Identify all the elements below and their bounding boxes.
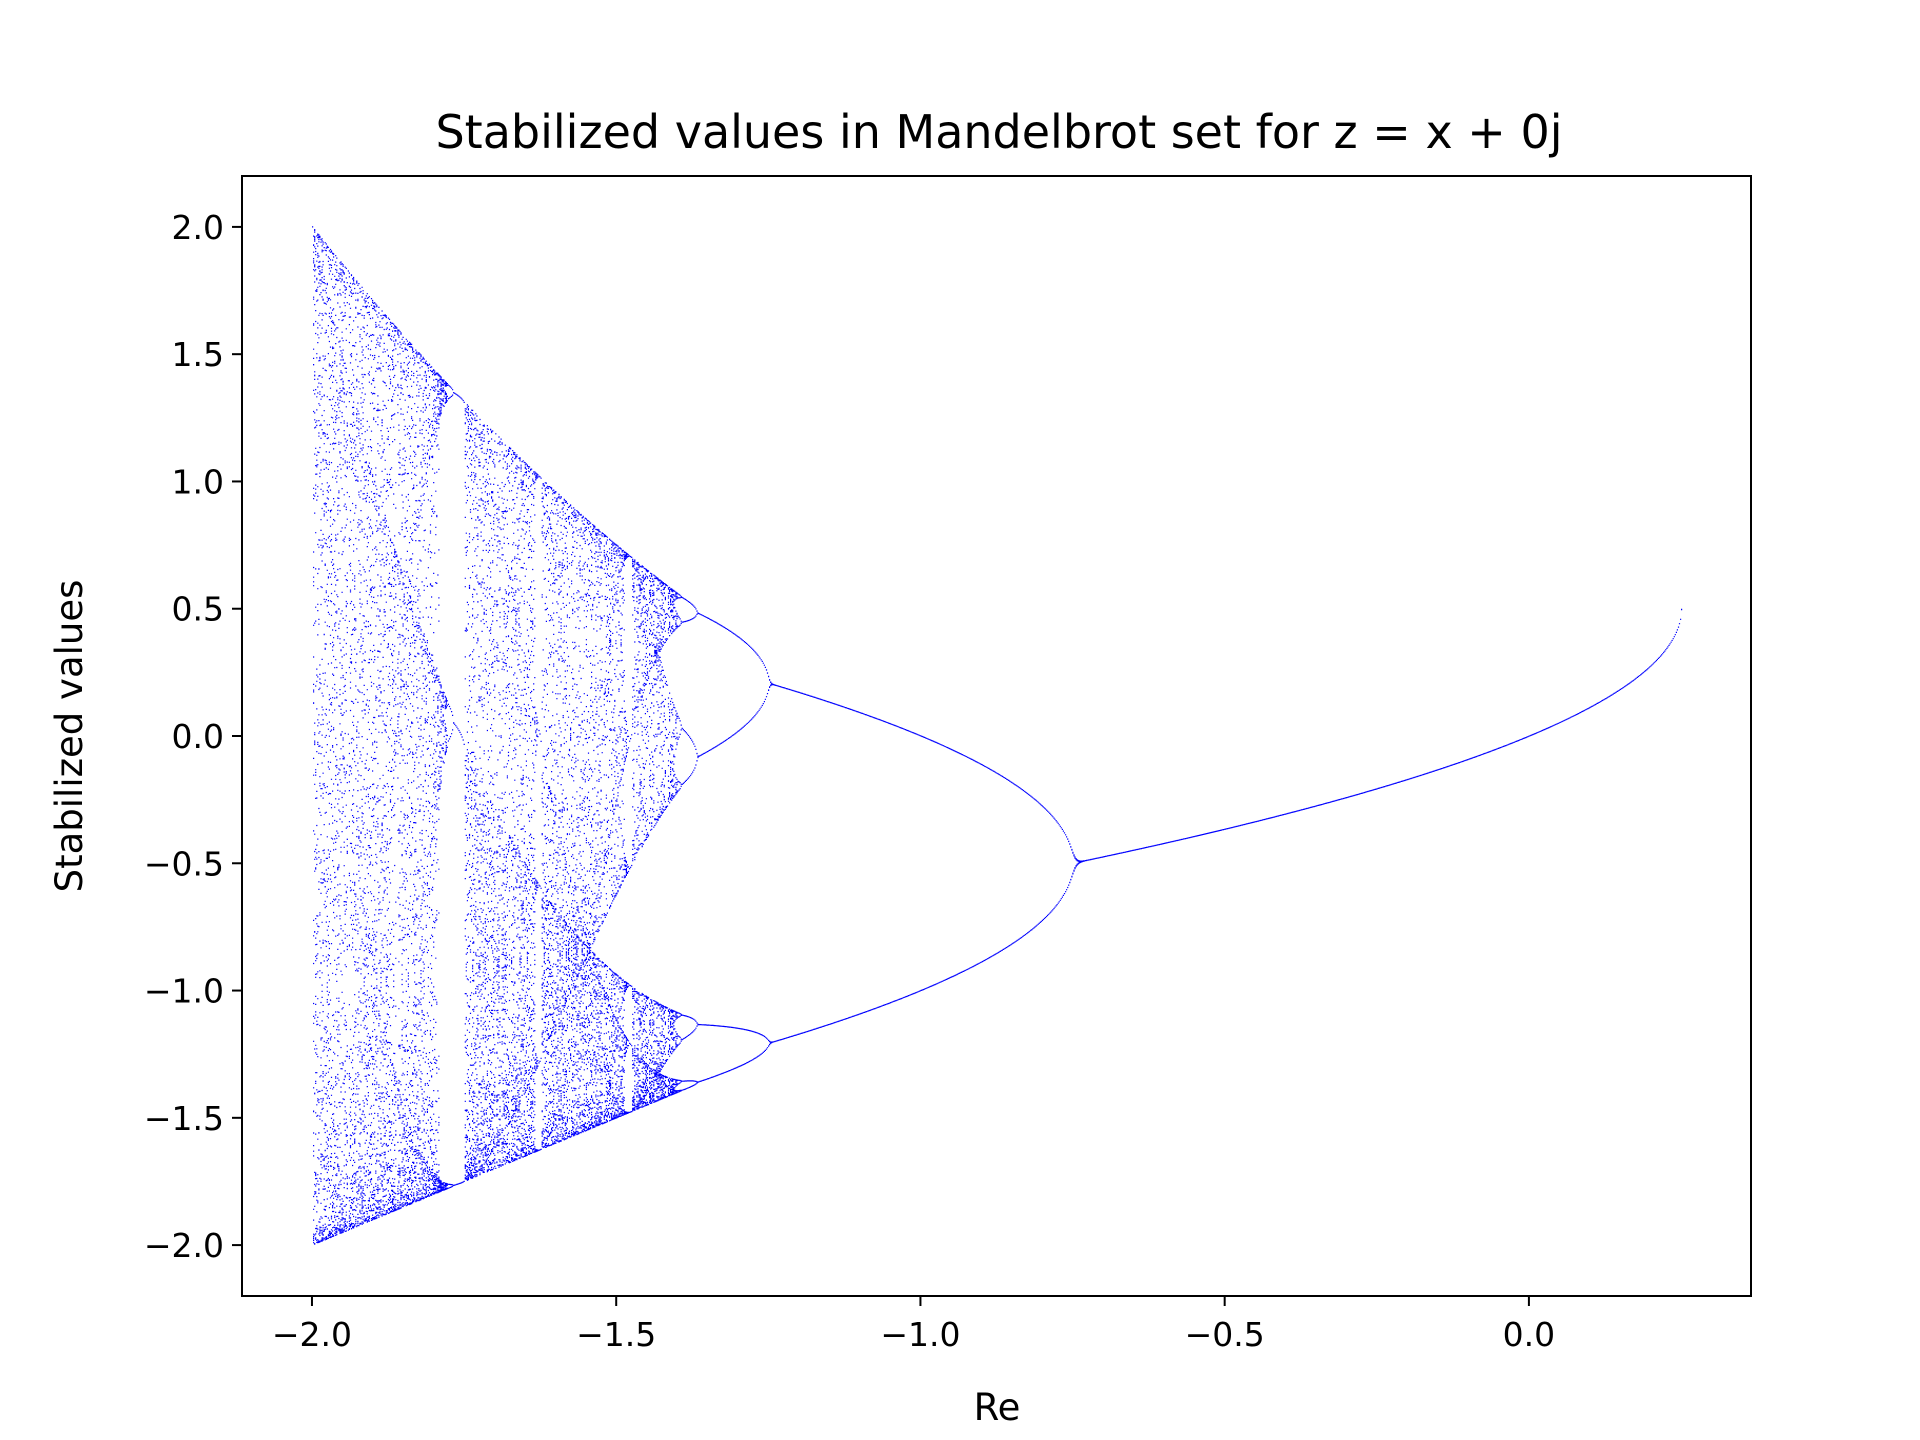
y-tick-label: −1.0 [144, 972, 224, 1011]
x-axis-label: Re [974, 1386, 1021, 1429]
x-tick-label: −2.0 [272, 1315, 352, 1354]
y-tick-label: −0.5 [144, 844, 224, 883]
scatter-points [312, 226, 1683, 1245]
x-tick-label: −0.5 [1185, 1315, 1265, 1354]
y-axis-label: Stabilized values [48, 580, 91, 893]
y-tick-label: −1.5 [144, 1099, 224, 1138]
y-tick-label: 1.0 [172, 462, 224, 501]
y-tick-label: 2.0 [172, 208, 224, 247]
y-tick-label: 0.0 [172, 717, 224, 756]
data-points [312, 226, 1683, 1245]
x-tick-label: −1.0 [880, 1315, 960, 1354]
y-tick-label: −2.0 [144, 1226, 224, 1265]
x-axis: −2.0 −1.5 −1.0 −0.5 0.0 [272, 1296, 1555, 1354]
x-tick-label: −1.5 [576, 1315, 656, 1354]
y-tick-label: 1.5 [172, 335, 224, 374]
x-tick-label: 0.0 [1503, 1315, 1555, 1354]
y-axis: 2.0 1.5 1.0 0.5 0.0 −0.5 −1.0 −1.5 −2.0 [144, 208, 242, 1265]
y-tick-label: 0.5 [172, 590, 224, 629]
chart-title: Stabilized values in Mandelbrot set for … [435, 105, 1562, 159]
